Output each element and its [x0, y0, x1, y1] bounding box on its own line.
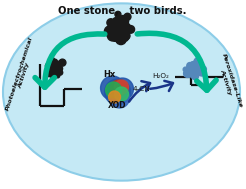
- Circle shape: [53, 69, 59, 74]
- Circle shape: [115, 11, 121, 17]
- Circle shape: [187, 68, 194, 75]
- Circle shape: [191, 72, 199, 80]
- Circle shape: [196, 69, 202, 75]
- Circle shape: [51, 60, 56, 64]
- Circle shape: [107, 31, 118, 41]
- Circle shape: [110, 80, 126, 96]
- Circle shape: [52, 59, 57, 64]
- Circle shape: [47, 67, 51, 71]
- Circle shape: [116, 34, 126, 45]
- Circle shape: [112, 27, 120, 34]
- Circle shape: [115, 32, 123, 40]
- Circle shape: [111, 78, 134, 100]
- Circle shape: [198, 68, 206, 76]
- FancyArrowPatch shape: [129, 81, 150, 102]
- Circle shape: [187, 64, 195, 72]
- Circle shape: [193, 61, 200, 67]
- Text: Photoelectrochemical
Activity: Photoelectrochemical Activity: [5, 36, 39, 113]
- Circle shape: [195, 62, 199, 66]
- Circle shape: [58, 70, 63, 75]
- Circle shape: [190, 62, 195, 67]
- FancyArrowPatch shape: [137, 33, 216, 90]
- Circle shape: [127, 26, 135, 33]
- Circle shape: [115, 80, 128, 94]
- Circle shape: [183, 67, 188, 72]
- Circle shape: [50, 62, 56, 68]
- Circle shape: [50, 63, 60, 73]
- Circle shape: [120, 33, 129, 41]
- Circle shape: [52, 69, 59, 76]
- Circle shape: [190, 63, 195, 69]
- Circle shape: [124, 13, 131, 20]
- Circle shape: [111, 33, 119, 41]
- FancyArrowPatch shape: [35, 34, 105, 87]
- Circle shape: [118, 15, 129, 26]
- Circle shape: [122, 16, 128, 22]
- Ellipse shape: [3, 3, 240, 181]
- Circle shape: [184, 70, 191, 77]
- Circle shape: [104, 26, 115, 37]
- Circle shape: [109, 26, 119, 36]
- Circle shape: [111, 27, 118, 33]
- Circle shape: [56, 61, 61, 66]
- Circle shape: [193, 61, 197, 66]
- Circle shape: [186, 67, 193, 75]
- Circle shape: [200, 66, 206, 72]
- Circle shape: [118, 26, 129, 38]
- Circle shape: [59, 59, 66, 66]
- Circle shape: [194, 58, 202, 66]
- Circle shape: [47, 60, 56, 68]
- Circle shape: [106, 82, 122, 98]
- Circle shape: [48, 70, 52, 75]
- Circle shape: [112, 17, 121, 26]
- FancyArrowPatch shape: [150, 81, 173, 91]
- Circle shape: [56, 67, 62, 73]
- Circle shape: [187, 63, 193, 68]
- Circle shape: [56, 74, 60, 78]
- Text: One stone,   two birds.: One stone, two birds.: [58, 6, 187, 16]
- Circle shape: [122, 32, 130, 40]
- Circle shape: [109, 88, 129, 108]
- Text: 4-CN: 4-CN: [132, 86, 150, 92]
- Circle shape: [113, 19, 126, 33]
- Circle shape: [115, 87, 128, 101]
- Circle shape: [51, 63, 56, 68]
- Circle shape: [197, 59, 201, 64]
- Circle shape: [46, 70, 53, 77]
- Circle shape: [120, 23, 130, 34]
- Circle shape: [193, 62, 201, 71]
- Circle shape: [52, 63, 56, 67]
- Circle shape: [187, 72, 192, 77]
- Text: XOD: XOD: [108, 101, 127, 110]
- Circle shape: [105, 79, 130, 105]
- Circle shape: [109, 23, 116, 31]
- Text: H₂O₂: H₂O₂: [152, 73, 169, 79]
- Circle shape: [187, 67, 195, 75]
- Circle shape: [108, 91, 121, 103]
- Circle shape: [196, 68, 201, 74]
- Text: Peroxidase-Like
Activity: Peroxidase-Like Activity: [215, 52, 243, 110]
- Circle shape: [120, 23, 131, 33]
- Circle shape: [188, 70, 194, 76]
- Circle shape: [107, 19, 115, 27]
- Circle shape: [50, 57, 54, 62]
- Circle shape: [57, 66, 62, 72]
- Circle shape: [120, 17, 128, 25]
- Circle shape: [50, 72, 56, 78]
- Circle shape: [47, 71, 52, 76]
- Circle shape: [189, 64, 199, 74]
- Circle shape: [101, 76, 124, 100]
- Circle shape: [46, 63, 51, 68]
- Circle shape: [49, 60, 54, 64]
- Text: Hx: Hx: [104, 70, 116, 79]
